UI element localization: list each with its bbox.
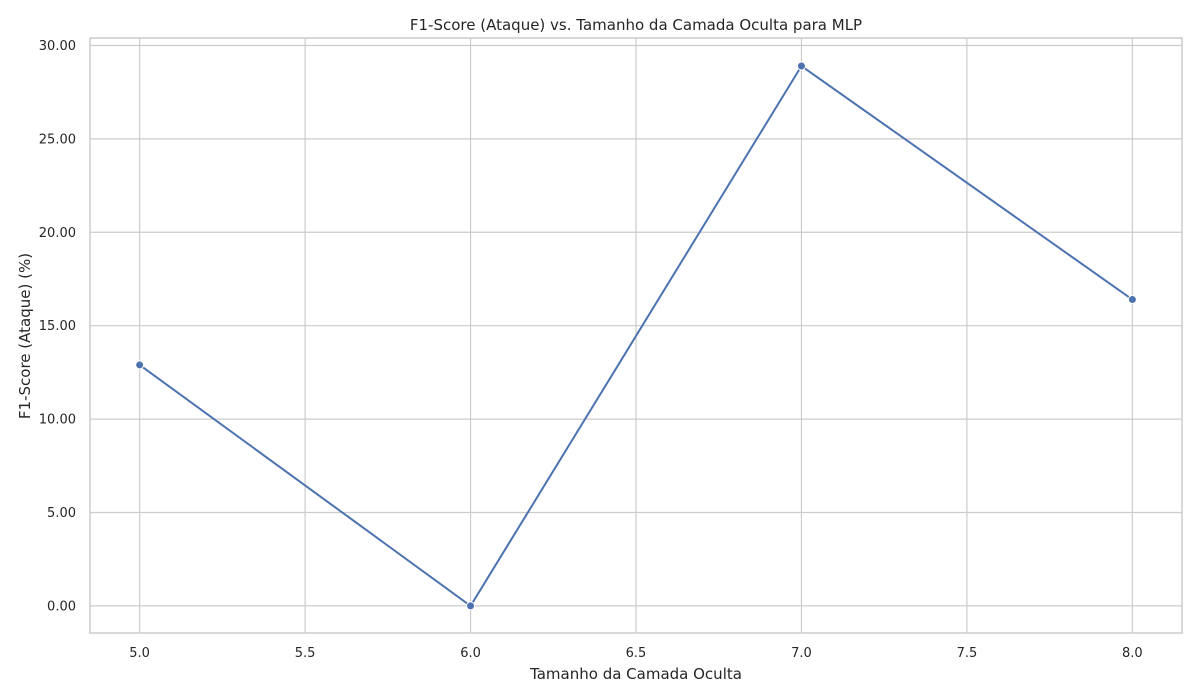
y-tick-label: 10.00 <box>39 413 76 428</box>
y-tick-label: 5.00 <box>47 506 76 521</box>
data-point <box>796 61 806 71</box>
x-tick-label: 7.0 <box>791 646 812 661</box>
x-tick-label: 7.5 <box>957 646 978 661</box>
grid-lines <box>90 38 1182 633</box>
plot-area-frame <box>89 37 1183 634</box>
x-tick-label: 5.5 <box>295 646 316 661</box>
series-line <box>139 64 1133 608</box>
x-tick-label: 8.0 <box>1122 646 1143 661</box>
data-point <box>135 360 145 370</box>
y-tick-label: 20.00 <box>39 226 76 241</box>
y-axis-ticks: 0.00 5.00 10.00 15.00 20.00 25.00 30.00 <box>39 39 76 614</box>
y-axis-label: F1-Score (Ataque) (%) <box>16 253 34 419</box>
x-tick-label: 6.5 <box>626 646 647 661</box>
chart-title: F1-Score (Ataque) vs. Tamanho da Camada … <box>410 16 862 34</box>
series-layer <box>135 61 1137 611</box>
data-point <box>466 601 476 611</box>
y-tick-label: 0.00 <box>47 599 76 614</box>
x-axis-label: Tamanho da Camada Oculta <box>529 665 742 683</box>
y-tick-label: 25.00 <box>39 132 76 147</box>
x-tick-label: 6.0 <box>460 646 481 661</box>
x-axis-ticks: 5.0 5.5 6.0 6.5 7.0 7.5 8.0 <box>129 646 1142 661</box>
y-tick-label: 15.00 <box>39 319 76 334</box>
x-tick-label: 5.0 <box>129 646 150 661</box>
data-point <box>1127 295 1137 305</box>
y-tick-label: 30.00 <box>39 39 76 54</box>
